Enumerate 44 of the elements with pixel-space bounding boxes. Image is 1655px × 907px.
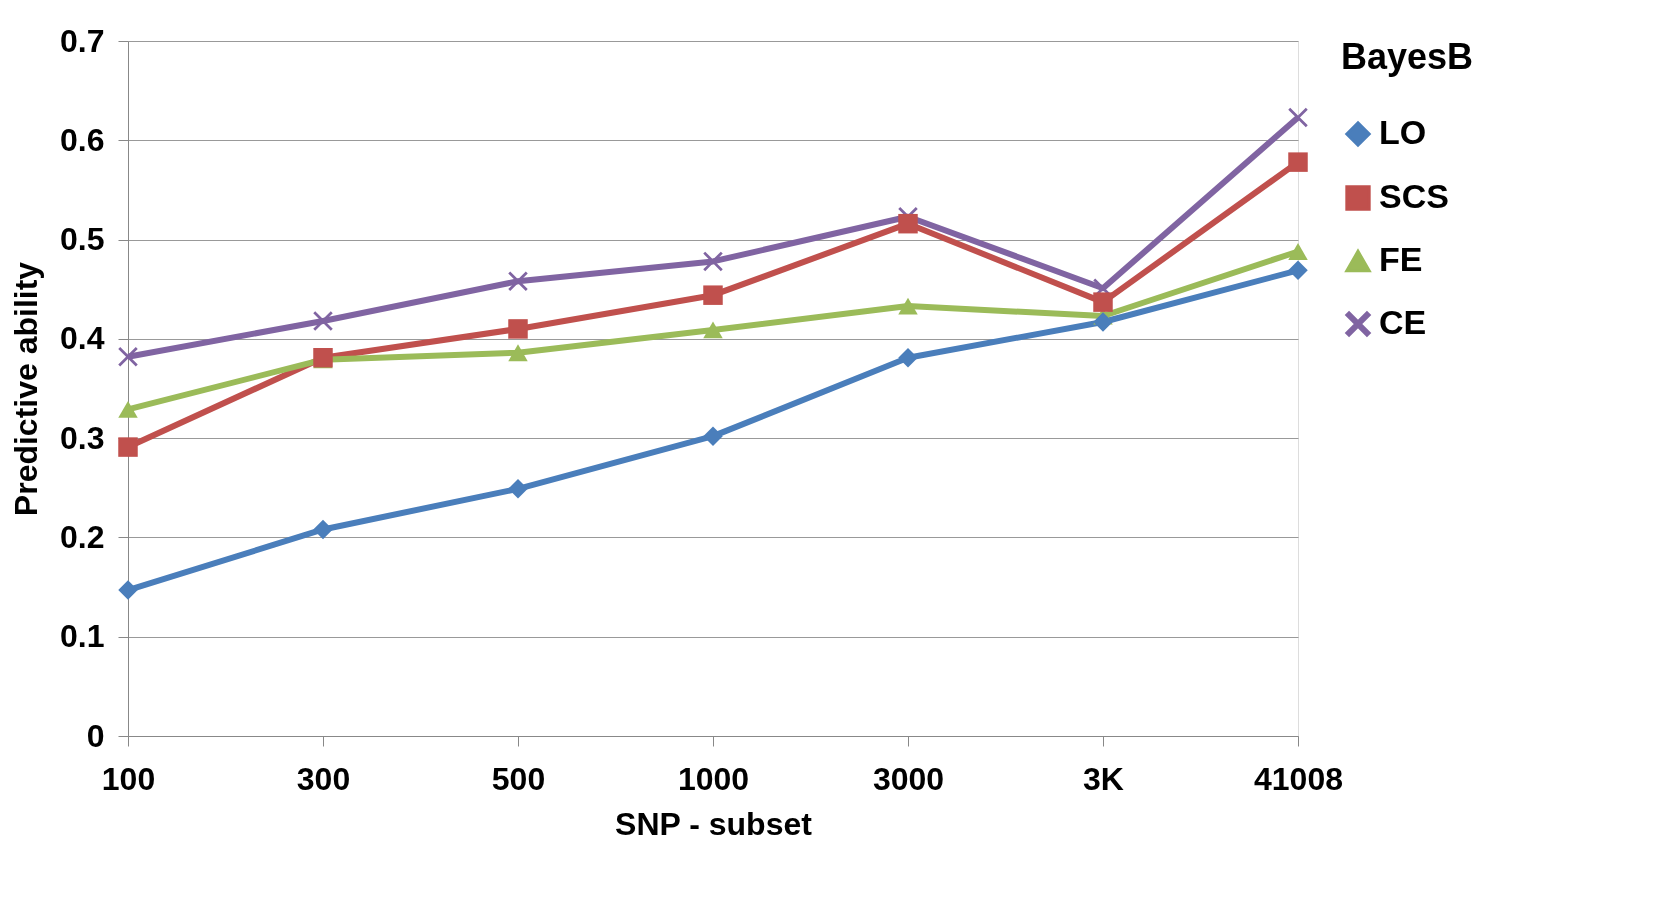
point [703, 426, 723, 446]
point [1093, 312, 1113, 332]
y-tick-label: 0.3 [60, 419, 105, 456]
legend-label: FE [1379, 240, 1423, 278]
point [508, 319, 528, 339]
y-tick-label: 0.2 [60, 518, 105, 555]
x-tick-label: 3000 [872, 760, 945, 797]
y-axis-title: Predictive ability [8, 261, 45, 517]
legend-label: LO [1379, 113, 1427, 151]
point [1288, 243, 1308, 260]
y-tick-label: 0.7 [60, 22, 105, 59]
y-tick-label: 0 [86, 717, 105, 754]
y-tick-label: 0.4 [60, 320, 105, 357]
point [118, 580, 138, 600]
x-tick-label: 500 [491, 760, 546, 797]
point [703, 251, 723, 272]
x-axis-title: SNP - subset [615, 805, 813, 842]
y-tick-label: 0.6 [60, 121, 105, 158]
point [1288, 152, 1308, 172]
point [898, 347, 918, 368]
point [703, 285, 723, 305]
x-tick-label: 1000 [677, 760, 750, 797]
point [898, 297, 918, 315]
x-tick-label: 3K [1083, 760, 1124, 797]
x-tick-label: 300 [296, 760, 351, 797]
point [1288, 260, 1308, 281]
x-tick-label: 41008 [1254, 760, 1343, 797]
point [118, 400, 138, 418]
point [703, 321, 723, 339]
y-tick-label: 0.5 [60, 221, 105, 258]
point [508, 479, 528, 499]
point [508, 344, 528, 362]
point [118, 437, 138, 457]
x-tick-label: 100 [101, 760, 156, 797]
point [1288, 107, 1308, 128]
y-tick-label: 0.1 [60, 618, 105, 655]
point [508, 271, 528, 292]
point [898, 213, 918, 234]
legend-label: SCS [1379, 177, 1449, 215]
legend-title: BayesB [1341, 36, 1474, 77]
legend-label: CE [1379, 303, 1427, 341]
point [118, 346, 138, 367]
point [1093, 292, 1113, 312]
point [313, 519, 333, 540]
